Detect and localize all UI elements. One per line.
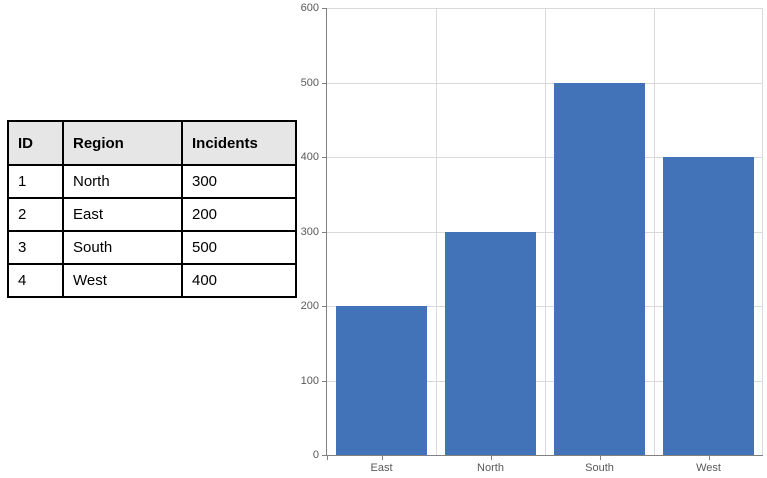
cell-id: 2 [7,197,64,232]
x-axis-tick [381,455,383,460]
y-axis-label: 0 [312,449,319,461]
y-axis-tick [322,380,327,382]
cell-region: South [62,230,183,265]
bar-west [663,157,754,455]
x-axis-label: West [696,462,721,474]
col-header-incidents: Incidents [181,120,297,166]
y-axis-tick [322,306,327,307]
y-axis-label: 500 [300,76,319,89]
cell-region: East [62,197,183,232]
y-axis-label: 400 [300,151,319,163]
x-axis-label: East [370,462,393,474]
cell-id: 3 [7,230,64,265]
y-axis-label: 200 [300,300,319,312]
col-header-id: ID [7,120,64,166]
cell-id: 4 [7,263,64,298]
y-axis-tick [322,157,327,158]
cell-incidents: 400 [181,263,297,298]
bar-north [445,231,536,455]
bar-south [554,82,645,455]
x-gridline [654,8,655,455]
x-axis-tick [490,455,492,460]
table-row: 3 South 500 [7,230,297,265]
y-axis-label: 600 [300,2,319,14]
x-axis-label: North [477,462,504,474]
incidents-table: ID Region Incidents 1 North 300 2 East 2… [7,120,297,298]
x-axis-label: South [585,462,614,474]
cell-incidents: 500 [181,230,297,265]
x-gridline [436,8,437,455]
x-axis-tick [708,455,710,460]
chart-plot-area: East North South West 0 100 200 300 400 500 600 [301,2,763,474]
x-gridline [545,8,546,455]
y-axis-tick [322,231,327,233]
y-axis-label: 300 [300,225,319,238]
table-row: 4 West 400 [7,263,297,298]
col-header-region: Region [62,120,183,166]
y-axis-tick [322,455,327,456]
table-row: 2 East 200 [7,197,297,232]
y-axis-label: 100 [300,374,319,387]
table-header-row: ID Region Incidents [7,120,297,166]
table-row: 1 North 300 [7,164,297,199]
cell-region: West [62,263,183,298]
bar-east [336,306,427,455]
cell-region: North [62,164,183,199]
y-axis-tick [322,8,327,9]
x-axis-corner-tick [327,455,328,460]
cell-id: 1 [7,164,64,199]
bar-chart: East North South West 0 100 200 300 400 500 600 [301,2,763,474]
x-gridline [762,8,763,455]
cell-incidents: 200 [181,197,297,232]
x-axis-tick [599,455,601,460]
cell-incidents: 300 [181,164,297,199]
y-axis-tick [322,82,327,84]
